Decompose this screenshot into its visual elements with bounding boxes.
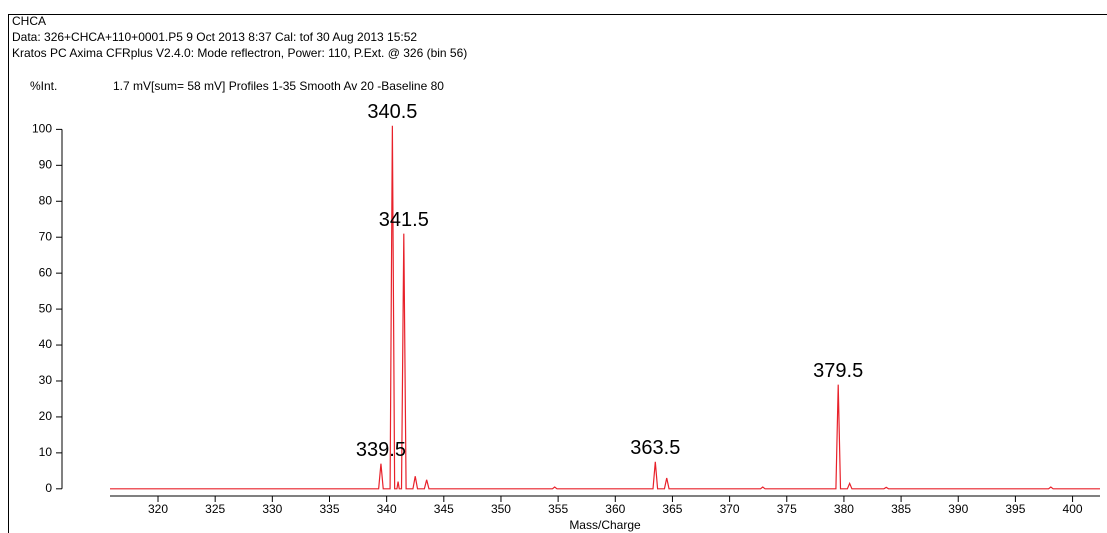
y-tick-label: 60 bbox=[39, 265, 53, 279]
peak-label: 339.5 bbox=[356, 439, 406, 461]
x-tick-label: 400 bbox=[1063, 502, 1083, 516]
x-tick-label: 395 bbox=[1005, 502, 1025, 516]
y-tick-label: 10 bbox=[39, 445, 53, 459]
header-line: CHCA bbox=[12, 14, 46, 28]
y-tick-label: 30 bbox=[39, 373, 53, 387]
x-axis-label: Mass/Charge bbox=[569, 518, 641, 532]
peak-label: 341.5 bbox=[379, 209, 429, 231]
x-tick-label: 355 bbox=[548, 502, 568, 516]
x-tick-label: 345 bbox=[434, 502, 454, 516]
x-tick-label: 360 bbox=[605, 502, 625, 516]
x-tick-label: 335 bbox=[319, 502, 339, 516]
x-tick-label: 390 bbox=[948, 502, 968, 516]
x-tick-label: 365 bbox=[662, 502, 682, 516]
header-line: Data: 326+CHCA+110+0001.P5 9 Oct 2013 8:… bbox=[12, 30, 417, 44]
y-tick-label: 20 bbox=[39, 409, 53, 423]
y-tick-label: 70 bbox=[39, 229, 53, 243]
header-line: Kratos PC Axima CFRplus V2.4.0: Mode ref… bbox=[12, 46, 467, 60]
y-tick-label: 90 bbox=[39, 157, 53, 171]
peak-label: 340.5 bbox=[367, 101, 417, 123]
x-tick-label: 325 bbox=[205, 502, 225, 516]
y-tick-label: 50 bbox=[39, 301, 53, 315]
y-tick-label: 40 bbox=[39, 337, 53, 351]
x-tick-label: 370 bbox=[720, 502, 740, 516]
x-tick-label: 330 bbox=[262, 502, 282, 516]
x-tick-label: 340 bbox=[377, 502, 397, 516]
x-tick-label: 350 bbox=[491, 502, 511, 516]
spectrum-line bbox=[110, 125, 1100, 490]
x-tick-label: 320 bbox=[148, 502, 168, 516]
x-tick-label: 385 bbox=[891, 502, 911, 516]
frame bbox=[8, 14, 1107, 533]
y-tick-label: 80 bbox=[39, 193, 53, 207]
peak-label: 363.5 bbox=[630, 437, 680, 459]
y-axis-label: %Int. bbox=[30, 79, 57, 93]
subtitle: 1.7 mV[sum= 58 mV] Profiles 1-35 Smooth … bbox=[113, 79, 444, 93]
y-tick-label: 0 bbox=[45, 481, 52, 495]
x-tick-label: 375 bbox=[777, 502, 797, 516]
x-tick-label: 380 bbox=[834, 502, 854, 516]
peak-label: 379.5 bbox=[813, 360, 863, 382]
y-tick-label: 100 bbox=[32, 122, 52, 136]
